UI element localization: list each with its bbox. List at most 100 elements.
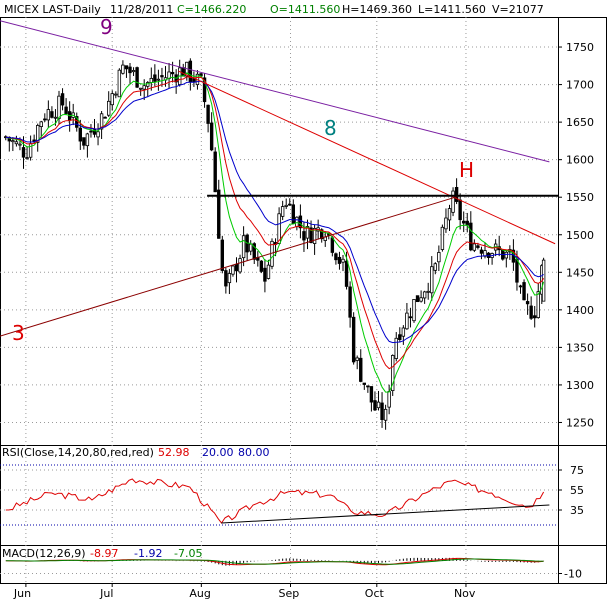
candle-body <box>234 263 239 272</box>
candle-body <box>479 249 484 254</box>
macd-value-1: -8.97 <box>90 547 118 560</box>
candle-body <box>391 355 395 391</box>
price-y-tick-label: 1750 <box>566 41 594 54</box>
x-tick-label: Sep <box>279 587 300 600</box>
candle-body <box>110 93 114 106</box>
x-tick-label: Oct <box>365 587 385 600</box>
head-label: H <box>459 158 474 182</box>
candle-body <box>263 267 267 282</box>
ma-slow-line <box>5 80 544 344</box>
candle-body <box>433 263 438 271</box>
candle-body <box>99 113 104 130</box>
candle-body <box>227 273 232 284</box>
candle-body <box>252 243 256 260</box>
candle-body <box>437 252 441 263</box>
x-tick-label: Jun <box>13 587 31 600</box>
candle-body <box>107 100 111 116</box>
candle-body <box>266 264 271 279</box>
candle-body <box>476 245 480 248</box>
candle-body <box>46 109 51 121</box>
candle-body <box>259 260 264 272</box>
wave-8-trendline <box>178 70 556 245</box>
candle-body <box>387 391 391 408</box>
ma-fast-line <box>5 72 545 393</box>
candle-body <box>422 291 427 299</box>
candle-body <box>440 226 445 250</box>
price-y-tick-label: 1600 <box>566 154 594 167</box>
candle-body <box>238 258 242 273</box>
candle-body <box>138 87 143 90</box>
macd-label: MACD(12,26,9) <box>2 547 86 560</box>
candle-body <box>522 282 526 301</box>
y-axis: 1250 1300 1350 1400 1450 1500 1550 1600 1650 1700… <box>558 41 594 581</box>
candle-body <box>341 258 345 263</box>
price-y-tick-label: 1450 <box>566 266 594 279</box>
candle-body <box>469 222 473 251</box>
candle-body <box>320 229 324 240</box>
candle-body <box>394 337 398 359</box>
last-candle-body <box>541 259 546 302</box>
candle-body <box>277 213 281 244</box>
candle-body <box>85 133 90 147</box>
price-y-tick-label: 1700 <box>566 79 594 92</box>
candle-body <box>472 243 477 251</box>
candle-body <box>337 256 342 264</box>
wave-9-label: 9 <box>100 15 113 39</box>
rsi-panel <box>0 464 558 526</box>
candle-body <box>408 316 413 319</box>
candle-body <box>25 157 29 159</box>
candle-body <box>515 258 519 283</box>
moving-averages <box>5 72 545 393</box>
candle-body <box>121 64 125 74</box>
candle-body <box>405 312 409 330</box>
candle-body <box>359 357 363 382</box>
rsi-y-tick-label: 75 <box>570 464 584 477</box>
candle-body <box>57 95 61 119</box>
macd-y-tick-label: -10 <box>564 568 582 581</box>
candle-body <box>36 125 40 143</box>
candle-body <box>454 187 459 202</box>
candle-body <box>153 74 157 82</box>
candle-body <box>401 327 406 337</box>
candle-body <box>518 285 523 288</box>
header-volume: V=21077 <box>492 3 544 16</box>
candle-body <box>451 190 455 213</box>
candle-body <box>149 77 154 83</box>
x-tick-label: Aug <box>189 587 210 600</box>
candle-body <box>14 141 19 145</box>
candle-body <box>249 243 253 252</box>
candle-body <box>288 203 292 206</box>
price-y-tick-label: 1250 <box>566 416 594 429</box>
candle-body <box>60 93 65 106</box>
candle-body <box>362 382 367 385</box>
candle-body <box>53 116 58 119</box>
macd-signal-line <box>5 558 544 565</box>
candle-body <box>298 215 303 229</box>
candle-body <box>305 226 310 239</box>
candle-body <box>89 130 93 133</box>
candle-body <box>170 71 175 75</box>
candle-body <box>124 65 129 70</box>
candle-body <box>202 77 207 103</box>
wave-3-label: 3 <box>12 321 25 345</box>
candle-body <box>43 118 47 121</box>
candle-body <box>188 60 193 83</box>
candle-body <box>430 266 434 294</box>
candle-body <box>415 295 420 303</box>
candle-body <box>525 301 530 305</box>
candle-body <box>117 69 122 98</box>
candle-body <box>295 216 299 228</box>
candle-body <box>217 189 221 239</box>
rsi-high-level: 80.00 <box>238 446 270 459</box>
candle-body <box>529 305 533 319</box>
candle-body <box>11 140 15 143</box>
header-high: H=1469.360 <box>342 3 412 16</box>
candle-body <box>156 78 161 81</box>
header-close: C=1466.220 <box>177 3 246 16</box>
candle-body <box>334 253 338 261</box>
candle-body <box>32 139 36 142</box>
candle-body <box>220 239 225 271</box>
price-y-tick-label: 1500 <box>566 229 594 242</box>
